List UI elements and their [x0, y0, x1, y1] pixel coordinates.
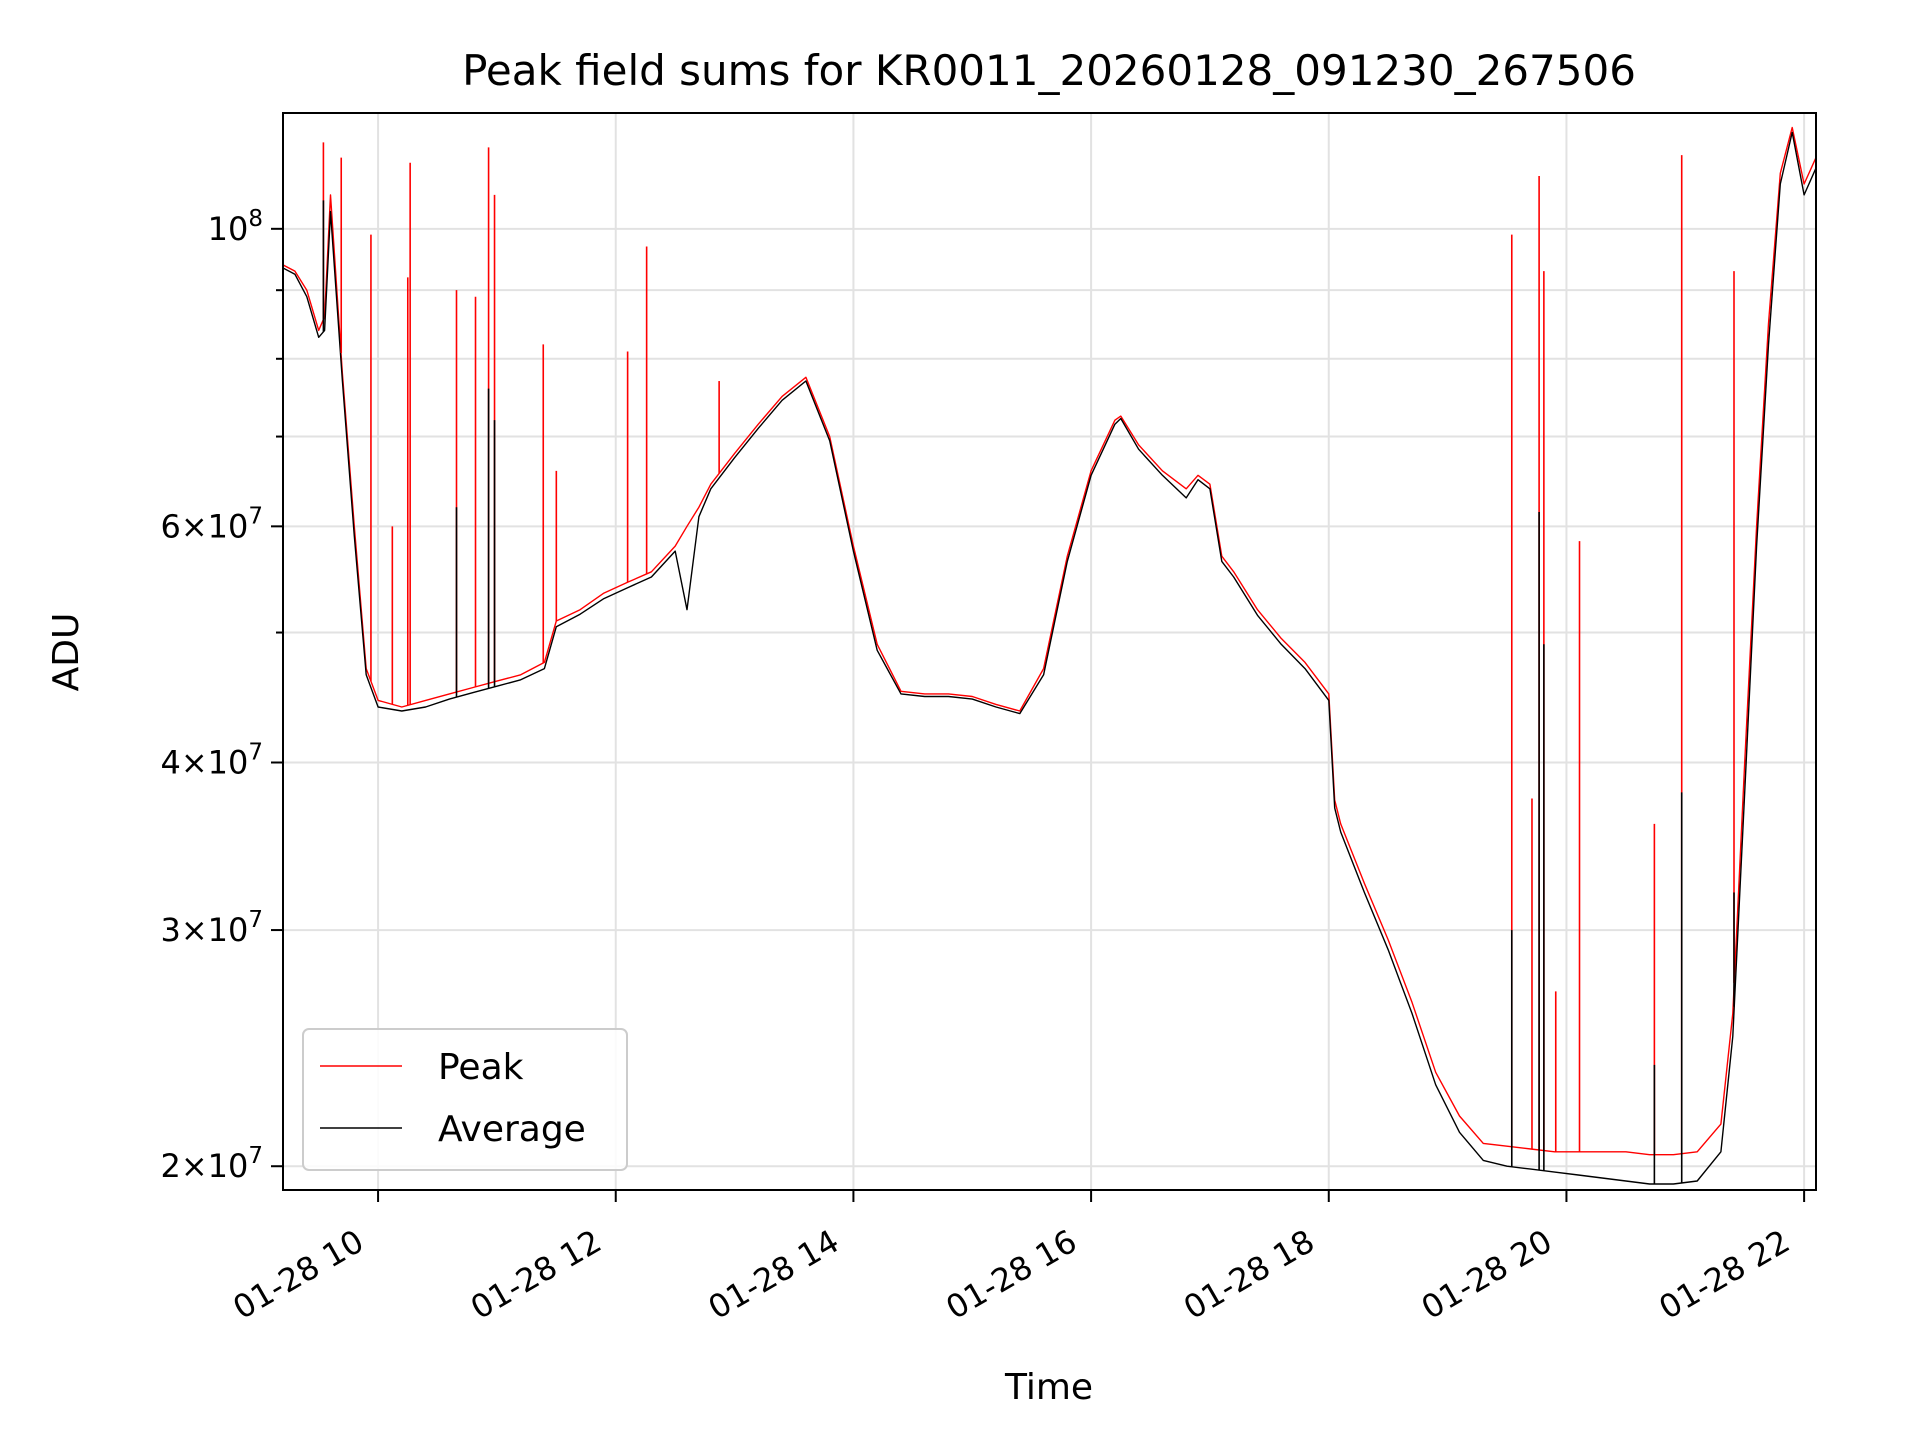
average-spikes [322, 200, 1735, 1184]
y-tick-label: 108 [208, 206, 263, 248]
grid-layer [283, 113, 1816, 1190]
x-tick-label: 01-28 16 [939, 1222, 1083, 1327]
plot-area [283, 126, 1816, 1185]
y-axis-label: ADU [46, 613, 87, 692]
y-tick-label: 3×107 [160, 907, 263, 949]
x-tick-label: 01-28 12 [464, 1222, 608, 1327]
chart-title: Peak field sums for KR0011_20260128_0912… [462, 46, 1636, 95]
average-series-line [283, 131, 1816, 1185]
y-tick-label: 2×107 [160, 1143, 263, 1185]
x-tick-label: 01-28 18 [1177, 1222, 1321, 1327]
x-tick-label: 01-28 20 [1415, 1222, 1559, 1327]
x-axis-label: Time [1004, 1367, 1093, 1408]
x-tick-label: 01-28 14 [702, 1222, 846, 1327]
y-tick-label: 4×107 [160, 740, 263, 782]
peak-series-line [283, 126, 1816, 1156]
x-tick-label: 01-28 22 [1653, 1222, 1797, 1327]
legend-box [302, 1028, 628, 1171]
y-tick-label: 6×107 [160, 503, 263, 545]
legend-average-label: Average [438, 1109, 586, 1150]
legend-peak-label: Peak [438, 1047, 524, 1088]
legend: Peak Average [302, 1028, 628, 1171]
x-tick-label: 01-28 10 [226, 1222, 370, 1327]
peak-spikes [322, 142, 1735, 1155]
plot-frame [282, 112, 1817, 1191]
